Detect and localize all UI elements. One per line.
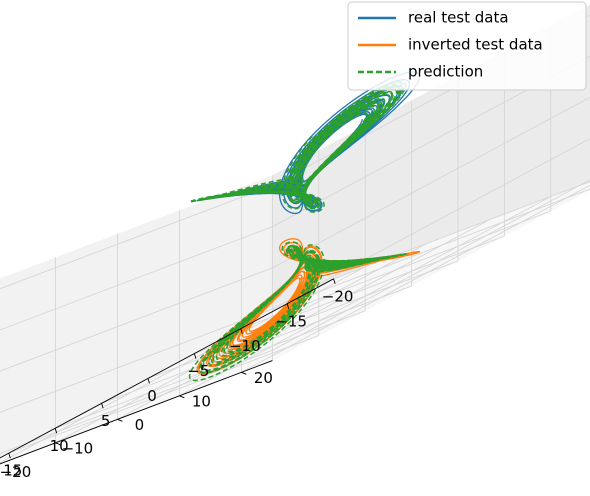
legend-label: real test data: [408, 9, 509, 27]
x-tick-label: 15: [3, 462, 22, 480]
x-tick-label: 0: [147, 387, 157, 405]
legend-box: [347, 1, 587, 91]
x-tick-mark: [286, 303, 290, 309]
legend-label: inverted test data: [408, 36, 543, 54]
z-grid-line: [272, 138, 590, 310]
y-tick-mark: [55, 442, 61, 446]
trajectory-layer: [187, 71, 421, 382]
z-grid-line: [0, 185, 273, 290]
y-grid-line: [241, 184, 590, 373]
y-tick-mark: [241, 371, 247, 375]
z-grid-line: [0, 349, 273, 455]
x-tick-mark: [240, 328, 243, 334]
x-tick-mark: [333, 278, 336, 284]
y-tick-mark: [117, 418, 123, 422]
x-tick-label: −10: [229, 337, 261, 355]
legend-label: prediction: [408, 63, 483, 81]
x-tick-mark: [193, 353, 197, 359]
x-tick-mark: [8, 452, 11, 459]
y-tick-label: 0: [135, 416, 145, 434]
x-tick-label: 10: [50, 437, 69, 455]
z-grid-line: [272, 179, 590, 351]
y-tick-label: −20: [0, 463, 31, 481]
y-tick-mark: [179, 395, 185, 399]
legend: real test data inverted test data predicti…: [347, 1, 587, 91]
x-tick-mark: [101, 403, 104, 409]
y-tick-label: 10: [192, 392, 211, 410]
series-prediction-lower: [188, 241, 408, 382]
series-prediction-upper: [187, 80, 407, 213]
x-tick-mark: [54, 428, 58, 434]
z-grid-line: [272, 96, 590, 269]
x-tick-mark: [147, 378, 150, 384]
x-tick-label: −20: [322, 287, 354, 305]
y-tick-label: −10: [62, 439, 94, 457]
z-grid-line: [0, 267, 273, 372]
z-grid-line: [0, 226, 273, 331]
x-tick-label: −15: [275, 312, 307, 330]
x-tick-label: −5: [187, 362, 209, 380]
y-tick-label: 20: [254, 369, 273, 387]
z-grid-line: [0, 308, 273, 413]
x-tick-label: 5: [101, 412, 111, 430]
